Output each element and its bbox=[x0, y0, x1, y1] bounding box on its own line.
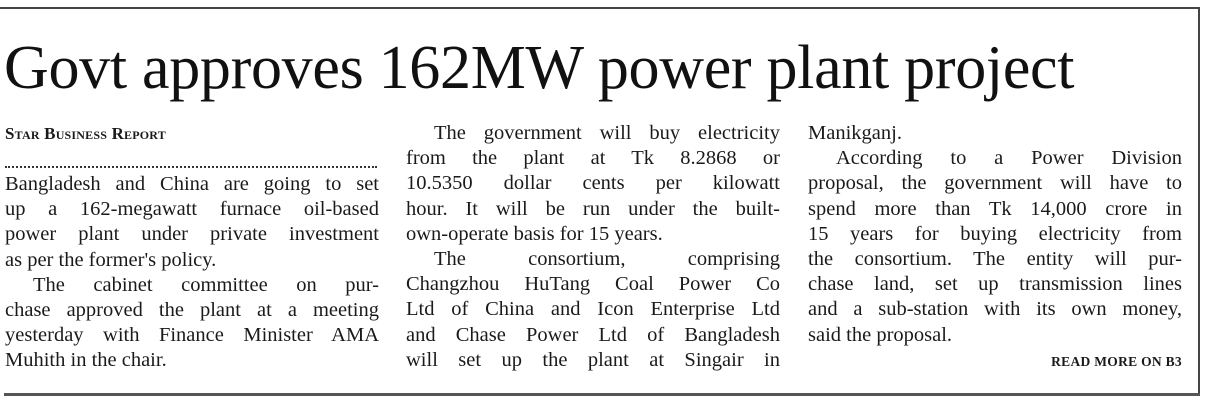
text-line: as per the former's policy. bbox=[5, 248, 217, 271]
text-line: up a 162-megawatt furnace oil-based bbox=[5, 198, 379, 221]
text-line: from the plant at Tk 8.2868 or bbox=[406, 147, 780, 170]
text-line: spend more than Tk 14,000 crore in bbox=[808, 197, 1182, 220]
text-line: 10.5350 dollar cents per kilowatt bbox=[406, 172, 780, 195]
text-line: power plant under private investment bbox=[5, 223, 379, 246]
text-line: The cabinet committee on pur- bbox=[33, 273, 379, 296]
text-line: According to a Power Division bbox=[836, 147, 1182, 170]
text-line: yesterday with Finance Minister AMA bbox=[5, 324, 379, 347]
text-line: will set up the plant at Singair in bbox=[406, 348, 780, 371]
article-column-2: The government will buy electricity from … bbox=[406, 121, 780, 373]
paragraph: The cabinet committee on pur-chase appro… bbox=[5, 273, 379, 374]
text-line: 15 years for buying electricity from bbox=[808, 222, 1182, 245]
text-line: Ltd of China and Icon Enterprise Ltd bbox=[406, 298, 780, 321]
dotted-divider bbox=[5, 146, 377, 168]
text-line: The consortium, comprising bbox=[434, 247, 780, 270]
text-line: and Chase Power Ltd of Bangladesh bbox=[406, 323, 780, 346]
text-line: proposal, the government will have to bbox=[808, 172, 1182, 195]
text-line: The government will buy electricity bbox=[434, 122, 780, 144]
text-line: hour. It will be run under the built- bbox=[406, 197, 780, 220]
frame-bottom-rule bbox=[4, 393, 1200, 396]
text-line: said the proposal. bbox=[808, 323, 953, 346]
article-column-1: Star Business Report Bangladesh and Chin… bbox=[5, 121, 379, 374]
text-line: chase land, set up transmission lines bbox=[808, 273, 1182, 296]
text-line: Bangladesh and China are going to set bbox=[5, 173, 379, 195]
frame-top-rule bbox=[0, 7, 1200, 9]
text-line: Muhith in the chair. bbox=[5, 349, 167, 372]
frame-right-rule bbox=[1198, 7, 1200, 396]
article-column-3: Manikganj. According to a Power Division p… bbox=[808, 121, 1182, 370]
paragraph: The consortium, comprising Changzhou HuTa… bbox=[406, 247, 780, 373]
text-line: Changzhou HuTang Coal Power Co bbox=[406, 273, 780, 296]
text-line: own-operate basis for 15 years. bbox=[406, 222, 663, 245]
text-line: chase approved the plant at a meeting bbox=[5, 298, 379, 321]
byline: Star Business Report bbox=[5, 124, 166, 143]
paragraph: Bangladesh and China are going to set up … bbox=[5, 172, 379, 273]
paragraph: The government will buy electricity from … bbox=[406, 121, 780, 247]
text-line: and a sub-station with its own money, bbox=[808, 298, 1182, 321]
text-line: Manikganj. bbox=[808, 122, 902, 144]
paragraph: Manikganj. bbox=[808, 121, 1182, 146]
paragraph: According to a Power Division proposal, t… bbox=[808, 146, 1182, 348]
text-line: the consortium. The entity will pur- bbox=[808, 247, 1182, 270]
headline: Govt approves 162MW power plant project bbox=[4, 34, 1075, 102]
read-more-link[interactable]: READ MORE ON B3 bbox=[1051, 353, 1182, 369]
